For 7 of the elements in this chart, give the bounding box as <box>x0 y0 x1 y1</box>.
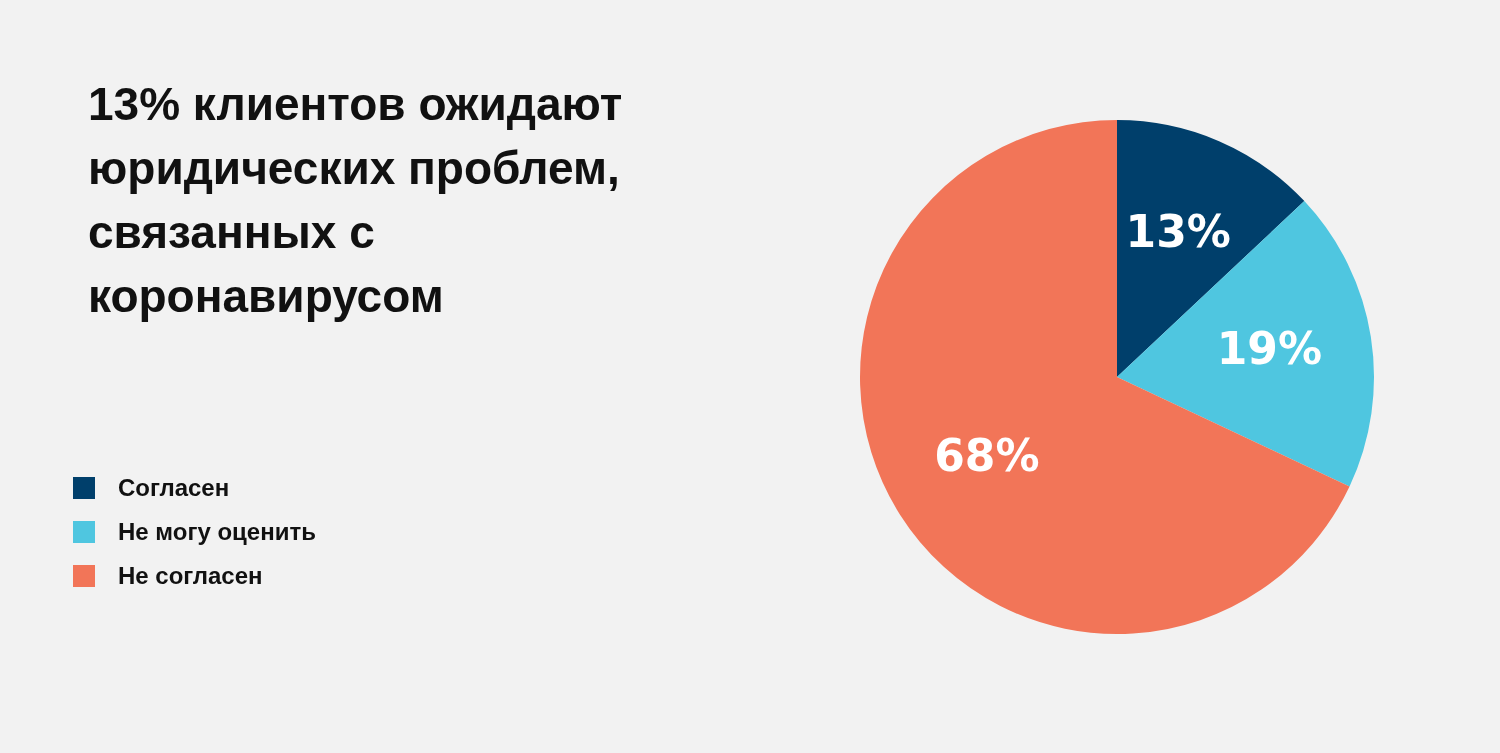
data-label: 68% <box>934 430 1040 482</box>
legend-label: Согласен <box>118 474 230 502</box>
legend-label: Не могу оценить <box>118 518 316 546</box>
data-label: 19% <box>1216 323 1322 375</box>
text: 13% клиентов ожидают юридических проблем, связанных с коронавирусом <box>88 77 624 324</box>
data-label: 13% <box>1125 205 1231 257</box>
legend-label: Не согласен <box>118 562 263 590</box>
